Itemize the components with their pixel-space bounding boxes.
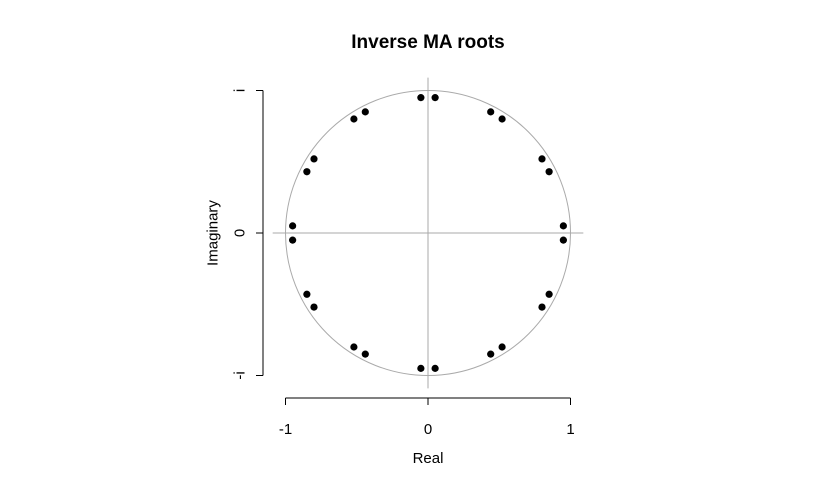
root-point [487,108,495,116]
root-point [545,168,553,176]
root-point [559,222,567,230]
root-point [361,350,369,358]
root-point [350,115,358,123]
root-point [310,155,318,163]
root-point [289,222,297,230]
y-axis-label: Imaginary [205,200,222,266]
x-tick-label: -1 [279,421,292,438]
y-tick-label: 0 [232,229,249,237]
root-point [545,290,553,298]
root-point [538,155,546,163]
root-point [431,94,439,102]
root-point [417,364,425,372]
x-tick-label: 0 [424,421,432,438]
root-point [417,94,425,102]
plot-region [272,77,584,389]
root-point [303,168,311,176]
root-point [350,343,358,351]
unit-circle [285,90,571,376]
x-axis-label: Real [413,450,444,467]
root-point [559,236,567,244]
x-axis: -1 0 1 Real [279,397,575,467]
x-tick-label: 1 [566,421,574,438]
root-point [487,350,495,358]
root-point [289,236,297,244]
y-tick-label: i [232,89,249,92]
root-point [498,115,506,123]
root-point [303,290,311,298]
root-point [498,343,506,351]
root-point [538,303,546,311]
root-points [289,94,567,372]
root-point [310,303,318,311]
root-point [431,364,439,372]
root-point [361,108,369,116]
y-tick-label: -i [232,371,249,379]
chart-title: Inverse MA roots [351,32,504,53]
y-axis: -i 0 i Imaginary [205,89,264,380]
